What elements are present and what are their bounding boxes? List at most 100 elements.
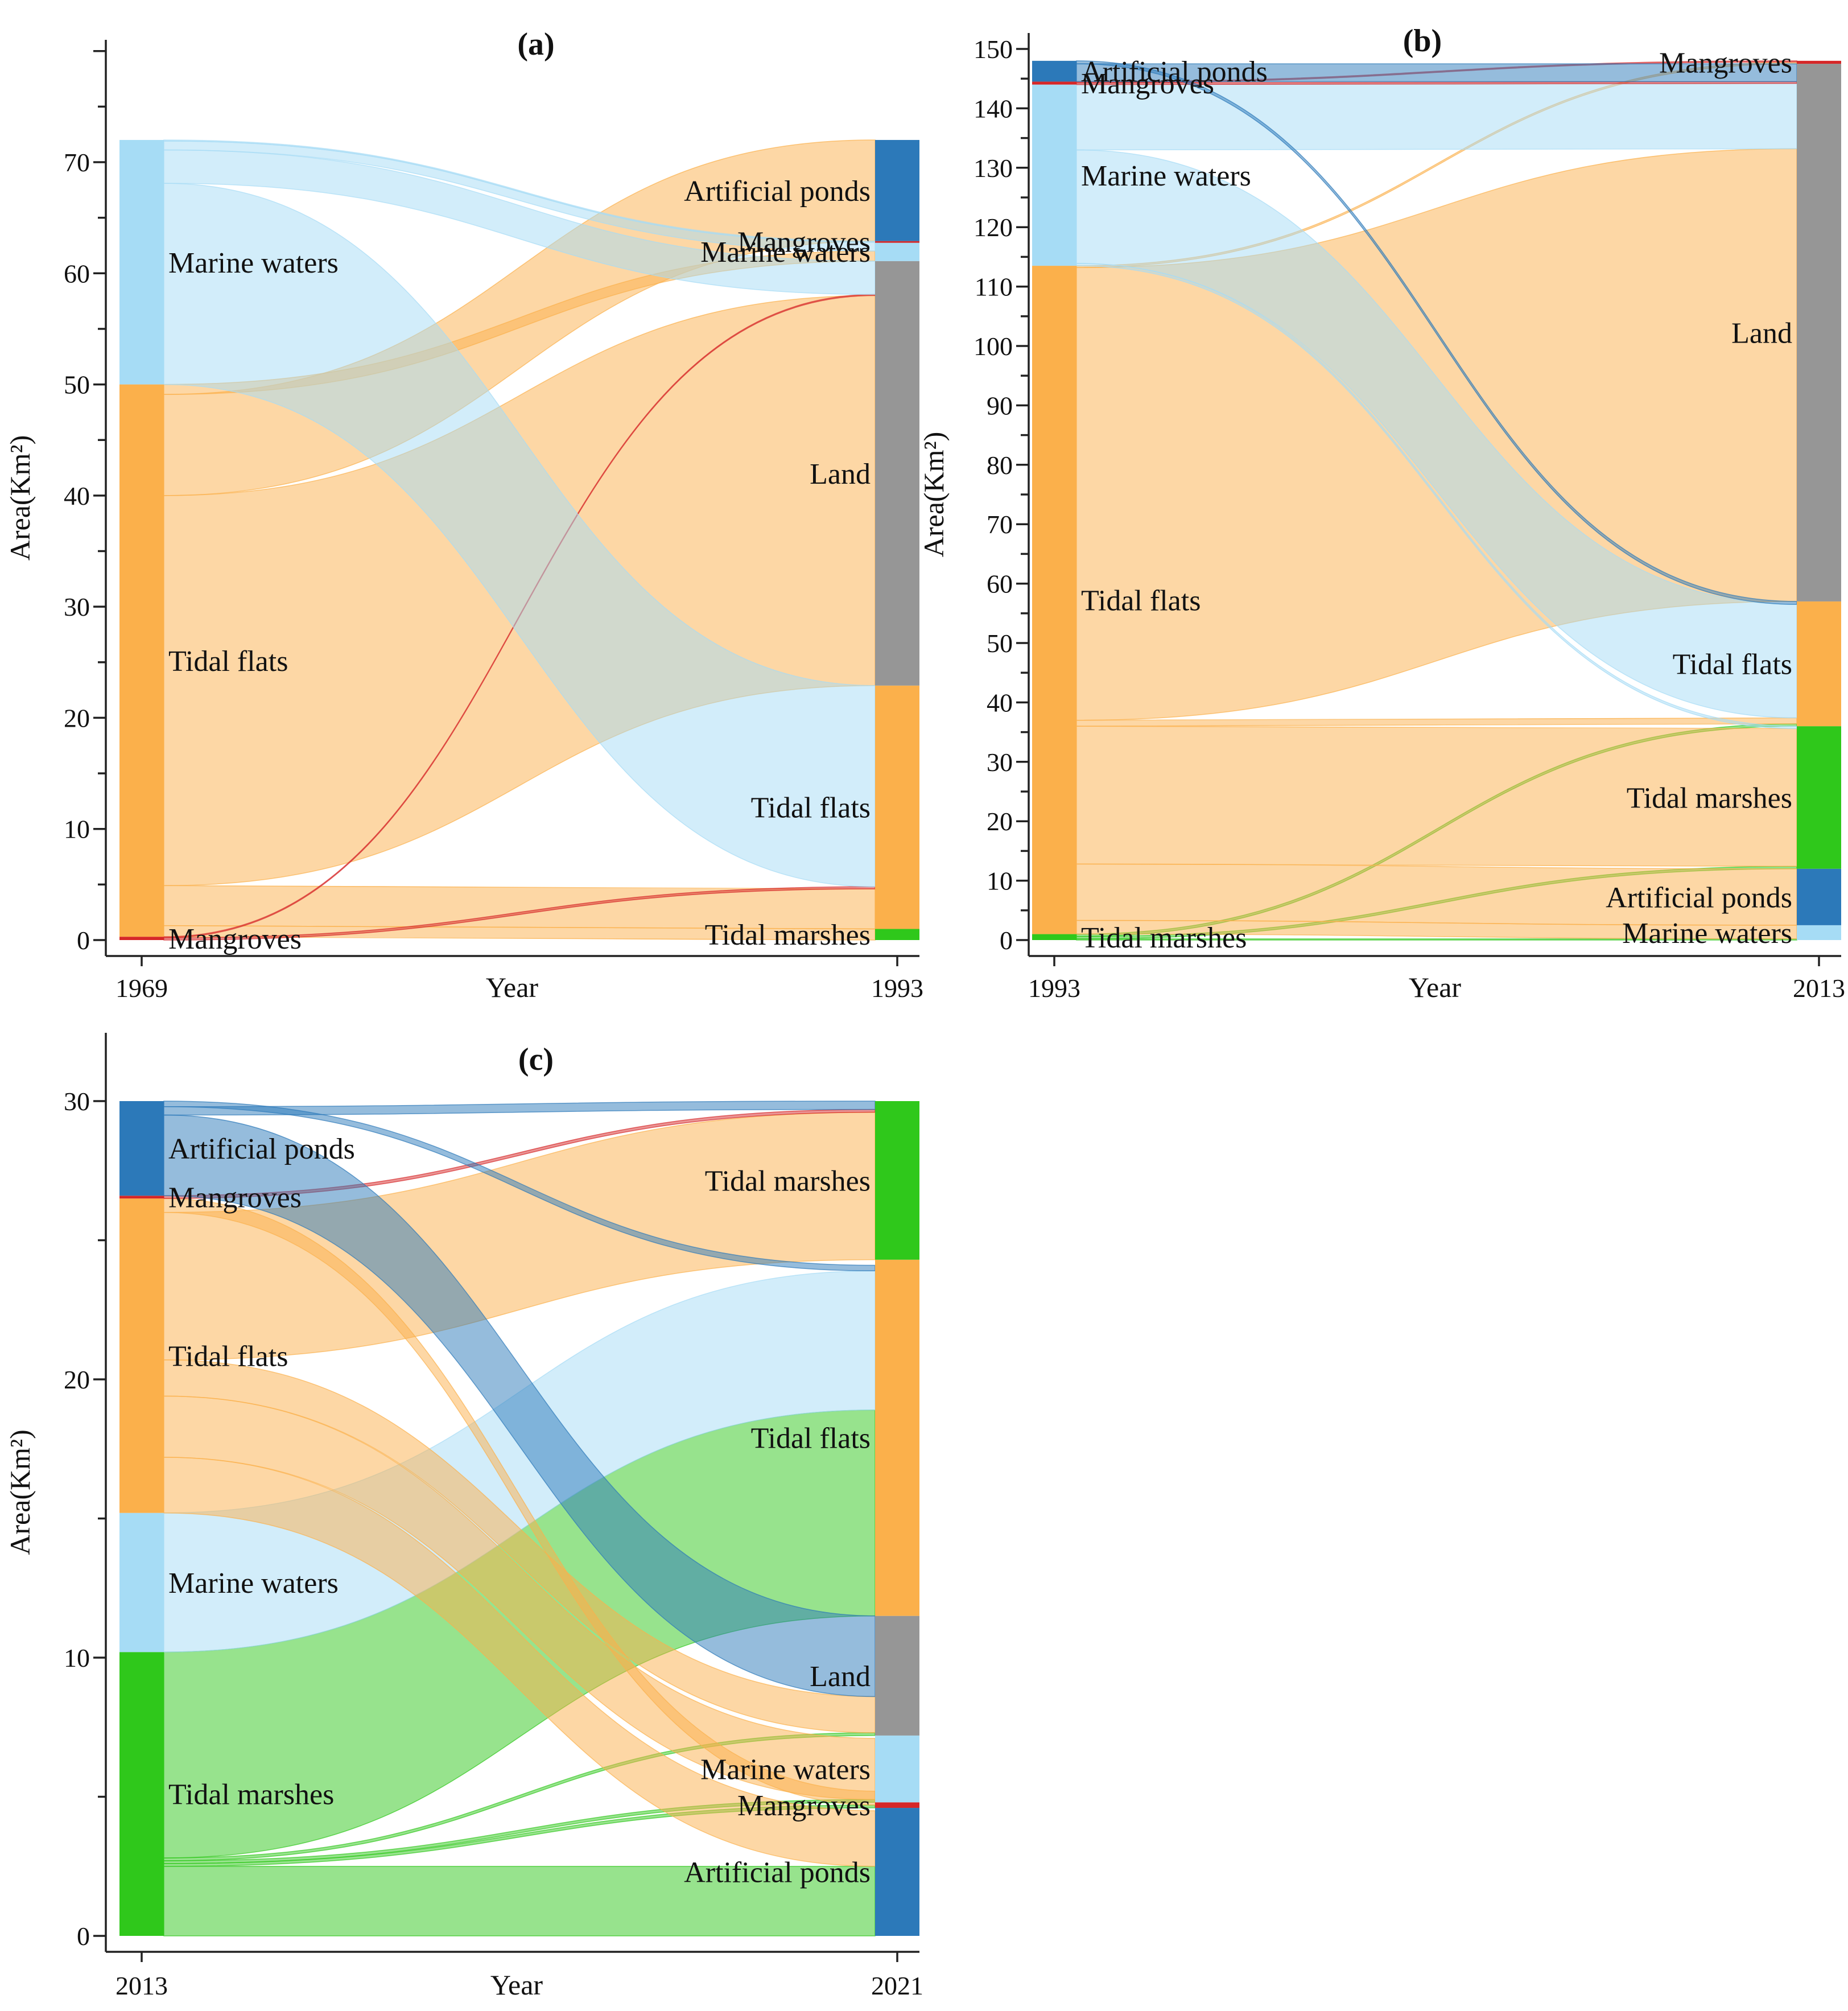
y-tick-label: 50 [64,370,90,399]
y-tick-label: 20 [64,1365,90,1394]
y-tick-label: 60 [64,259,90,288]
source-node-mangroves [119,1196,164,1199]
y-tick-label: 120 [974,213,1013,242]
x-axis-title: Year [1409,971,1461,1003]
target-year-label: 2013 [1793,974,1845,1003]
target-node-label-tidal-flats: Tidal flats [751,1423,871,1455]
y-tick-label: 100 [974,332,1013,361]
target-node-tidal-flats [1797,601,1841,727]
source-node-marine-waters [119,1513,164,1653]
y-axis-title: Area(Km²) [4,435,36,561]
source-nodes: Tidal marshes Marine waters Tidal flats Man… [119,1101,355,1936]
target-node-land [875,1616,919,1736]
source-node-label-tidal-flats: Tidal flats [168,645,288,678]
source-node-mangroves [1032,81,1076,85]
source-node-artificial-ponds [1032,60,1076,82]
target-node-label-mangroves: Mangroves [1659,47,1792,79]
source-node-label-artificial-ponds: Artificial ponds [1081,56,1268,88]
target-node-label-land: Land [1731,318,1792,350]
target-node-label-mangroves: Mangroves [737,1790,871,1822]
target-node-artificial-ponds [875,1808,919,1936]
y-tick-label: 10 [987,867,1013,896]
target-node-label-tidal-marshes: Tidal marshes [705,1165,871,1197]
source-year-label: 1969 [116,974,168,1003]
target-node-label-artificial-ponds: Artificial ponds [684,1857,871,1889]
target-year-label: 1993 [871,974,923,1003]
target-node-label-tidal-marshes: Tidal marshes [705,919,871,951]
source-node-marine-waters [119,139,164,385]
source-nodes: Tidal marshes Tidal flats Marine waters Man… [1032,56,1268,954]
target-node-label-tidal-flats: Tidal flats [1673,649,1792,681]
source-year-label: 1993 [1028,974,1080,1003]
target-node-label-mangroves: Mangroves [737,226,871,259]
target-node-label-artificial-ponds: Artificial ponds [1606,881,1792,914]
y-tick-label: 0 [1000,926,1013,955]
panel-1: 0 10 20 30 40 50 60 70 80 90 100 110 120 130 140 150 199… [918,23,1845,1003]
target-node-tidal-marshes [875,1101,919,1260]
source-node-tidal-marshes [119,1652,164,1936]
source-node-label-mangroves: Mangroves [1081,68,1214,100]
flows [1076,60,1797,941]
target-node-mangroves [875,241,919,243]
y-tick-label: 70 [987,510,1013,539]
source-node-mangroves [119,937,164,940]
source-node-marine-waters [1032,84,1076,266]
source-node-label-marine-waters: Marine waters [168,1567,339,1600]
panel-title: (a) [517,27,554,62]
panel-title: (c) [518,1042,554,1077]
target-node-land [875,261,919,686]
target-node-label-tidal-flats: Tidal flats [751,792,871,825]
target-node-marine-waters [1797,925,1841,940]
y-tick-label: 130 [974,154,1013,183]
y-tick-label: 140 [974,94,1013,123]
panel-title: (b) [1403,23,1442,59]
flows [163,139,876,941]
target-year-label: 2021 [871,1971,923,2000]
y-tick-label: 10 [64,1643,90,1672]
y-tick-label: 50 [987,629,1013,658]
target-node-label-marine-waters: Marine waters [700,1754,871,1786]
source-nodes: Mangroves Tidal flats Marine waters [119,139,339,955]
target-node-artificial-ponds [875,139,919,241]
y-tick-label: 0 [77,926,90,955]
y-axis-title: Area(Km²) [4,1429,36,1555]
y-tick-label: 150 [974,35,1013,64]
target-node-mangroves [875,1802,919,1808]
y-tick-label: 30 [64,592,90,621]
y-tick-label: 80 [987,451,1013,480]
y-axis-title: Area(Km²) [918,432,950,557]
y-tick-label: 40 [64,481,90,510]
source-node-artificial-ponds [119,1101,164,1196]
target-nodes: Tidal marshes Tidal flats Land Marine water… [684,139,919,951]
source-node-label-tidal-marshes: Tidal marshes [168,1779,334,1811]
x-axis-title: Year [486,971,538,1003]
source-node-label-mangroves: Mangroves [168,923,302,955]
source-node-tidal-flats [119,1198,164,1513]
target-nodes: Artificial ponds Mangroves Marine waters La… [684,1101,919,1936]
y-tick-label: 40 [987,688,1013,717]
target-node-mangroves [1797,60,1841,64]
source-node-tidal-marshes [1032,934,1076,940]
target-node-artificial-ponds [1797,868,1841,925]
flow-tidal-flats-to-tidal-flats [1076,717,1797,727]
source-node-label-mangroves: Mangroves [168,1182,302,1214]
source-node-tidal-flats [119,384,164,937]
source-node-label-tidal-flats: Tidal flats [1081,584,1201,617]
target-node-label-land: Land [810,1660,871,1693]
source-node-label-marine-waters: Marine waters [168,247,339,279]
y-tick-label: 0 [77,1922,90,1951]
y-tick-label: 20 [987,807,1013,836]
y-tick-label: 20 [64,703,90,732]
target-node-marine-waters [875,242,919,261]
panel-0: 0 10 20 30 40 50 60 70 1969 1993 Year Area(Km²) (a) M… [4,27,923,1003]
target-node-label-artificial-ponds: Artificial ponds [684,175,871,208]
source-year-label: 2013 [116,1971,168,2000]
target-node-tidal-marshes [1797,726,1841,869]
y-tick-label: 30 [64,1087,90,1116]
source-node-label-artificial-ponds: Artificial ponds [168,1133,355,1165]
source-node-label-tidal-flats: Tidal flats [168,1340,288,1373]
x-axis-title: Year [490,1969,543,2001]
target-node-tidal-marshes [875,929,919,940]
target-node-label-marine-waters: Marine waters [1622,917,1792,950]
